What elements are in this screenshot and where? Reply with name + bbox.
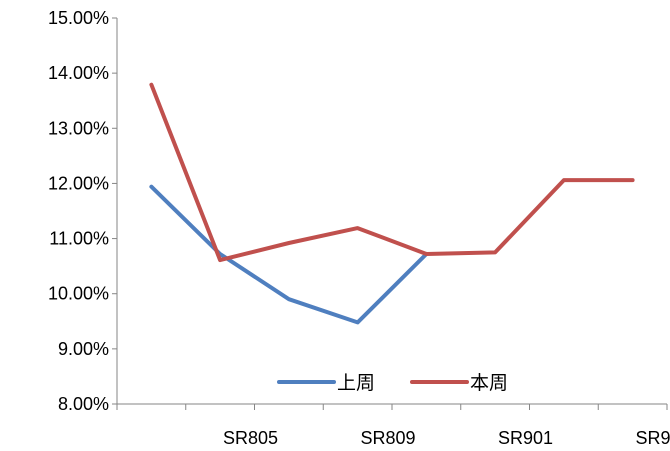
y-tick-label: 13.00% <box>48 118 109 138</box>
axes: 8.00% 9.00% 10.00% 11.00% 12.00% 13.00% 14.00%… <box>48 8 670 448</box>
x-tick-label: SR805 <box>223 428 278 448</box>
y-tick-label: 12.00% <box>48 173 109 193</box>
legend-label-2: 本周 <box>470 372 508 394</box>
y-tick-label: 11.00% <box>49 229 109 249</box>
y-tick-label: 9.00% <box>58 339 109 359</box>
y-tick-label: 14.00% <box>48 63 109 83</box>
legend: 上周 本周 <box>277 372 508 394</box>
series-layer <box>149 82 635 325</box>
x-tick-label: SR809 <box>360 428 415 448</box>
series-line-1 <box>149 184 429 325</box>
y-tick-label: 10.00% <box>48 284 109 304</box>
series-line-2 <box>149 82 635 263</box>
x-tick-label: SR905 <box>635 428 670 448</box>
y-tick-label: 8.00% <box>58 394 109 414</box>
x-tick-label: SR901 <box>498 428 553 448</box>
legend-label-1: 上周 <box>337 372 375 394</box>
y-tick-label: 15.00% <box>48 8 109 28</box>
